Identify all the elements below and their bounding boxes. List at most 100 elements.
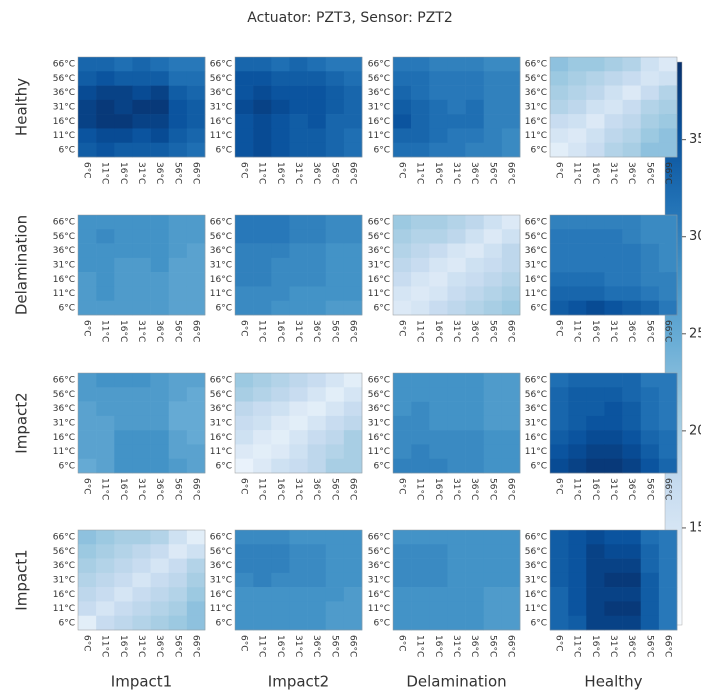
heatmap-cell xyxy=(343,587,363,602)
heatmap-cell xyxy=(658,401,678,417)
heatmap-cell xyxy=(186,99,206,115)
heatmap-cell xyxy=(343,430,363,445)
y-tick-label: 31°C xyxy=(525,419,547,429)
heatmap-cell xyxy=(447,142,466,158)
colorbar-tick-label: 15 xyxy=(689,520,701,535)
x-tick-label: 11°C xyxy=(415,162,425,184)
heatmap-cell xyxy=(289,373,308,388)
heatmap-cell xyxy=(586,57,605,72)
colorbar-tick-label: 30 xyxy=(689,229,701,244)
heatmap-cell xyxy=(186,243,206,259)
heatmap-cell xyxy=(604,114,623,129)
heatmap-cell xyxy=(307,257,327,273)
x-tick-label: 16°C xyxy=(118,162,128,184)
heatmap-cell xyxy=(465,71,485,86)
heatmap-cell xyxy=(501,415,521,431)
heatmap-cell xyxy=(289,587,308,602)
heatmap-cell xyxy=(186,430,206,445)
heatmap-cell xyxy=(429,71,448,86)
heatmap-cell xyxy=(307,415,327,431)
x-tick-label: 56°C xyxy=(329,162,339,184)
heatmap-cell xyxy=(78,286,97,302)
heatmap-cell xyxy=(604,444,623,460)
heatmap-cell xyxy=(78,57,97,72)
heatmap-cell xyxy=(393,114,412,129)
x-tick-label: 6°C xyxy=(239,162,249,179)
heatmap-cell xyxy=(429,601,448,617)
heatmap-cell xyxy=(501,300,521,316)
x-tick-label: 11°C xyxy=(415,635,425,657)
heatmap-cell xyxy=(550,128,569,144)
heatmap-cell xyxy=(78,71,97,86)
heatmap-cell xyxy=(393,373,412,388)
heatmap-cell xyxy=(343,71,363,86)
heatmap-cell xyxy=(550,387,569,402)
heatmap-cell xyxy=(132,430,151,445)
heatmap-cell xyxy=(622,530,642,545)
heatmap-cell xyxy=(235,71,254,86)
y-tick-label: 11°C xyxy=(210,289,232,299)
y-tick-label: 36°C xyxy=(525,404,547,414)
col-label: Healthy xyxy=(584,673,642,691)
x-tick-label: 36°C xyxy=(469,478,479,500)
y-tick-label: 11°C xyxy=(210,131,232,141)
heatmap-cell xyxy=(429,272,448,287)
heatmap-cell xyxy=(568,415,587,431)
heatmap-cell xyxy=(253,572,272,588)
heatmap-cell xyxy=(429,401,448,417)
y-tick-label: 6°C xyxy=(215,618,232,628)
heatmap-cell xyxy=(483,530,503,545)
heatmap-cell xyxy=(568,430,587,445)
heatmap-cell xyxy=(150,430,170,445)
heatmap-cell xyxy=(235,229,254,244)
heatmap-cell xyxy=(78,544,97,559)
x-tick-label: 31°C xyxy=(451,320,461,342)
heatmap-cell xyxy=(168,286,188,302)
heatmap-cell xyxy=(78,142,97,158)
heatmap-cell xyxy=(550,229,569,244)
heatmap-cell xyxy=(447,373,466,388)
heatmap-cell xyxy=(568,601,587,617)
y-tick-label: 36°C xyxy=(368,561,390,571)
heatmap-cell xyxy=(393,142,412,158)
heatmap-frame xyxy=(234,372,363,474)
heatmap-cell xyxy=(96,615,115,631)
heatmap-cell xyxy=(235,530,254,545)
heatmap-cell xyxy=(658,85,678,101)
heatmap-cell xyxy=(622,57,642,72)
heatmap-cell xyxy=(96,430,115,445)
heatmap-cell xyxy=(640,215,660,230)
y-tick-label: 31°C xyxy=(53,419,75,429)
heatmap-cell xyxy=(586,387,605,402)
heatmap-cell xyxy=(132,71,151,86)
y-tick-label: 16°C xyxy=(368,117,390,127)
heatmap-cell xyxy=(168,387,188,402)
heatmap-cell xyxy=(186,401,206,417)
y-tick-label: 16°C xyxy=(525,117,547,127)
x-tick-label: 36°C xyxy=(626,162,636,184)
heatmap-cell xyxy=(343,142,363,158)
x-tick-label: 56°C xyxy=(329,478,339,500)
heatmap-cell xyxy=(186,587,206,602)
heatmap-cell xyxy=(483,300,503,316)
y-tick-label: 56°C xyxy=(53,390,75,400)
heatmap-cell xyxy=(658,415,678,431)
heatmap-cell xyxy=(253,458,272,474)
heatmap-cell xyxy=(465,401,485,417)
heatmap-cell xyxy=(78,572,97,588)
heatmap-cell xyxy=(393,544,412,559)
heatmap-cell xyxy=(411,458,430,474)
y-tick-label: 16°C xyxy=(210,117,232,127)
heatmap-frame xyxy=(549,214,678,316)
heatmap-cell xyxy=(289,257,308,273)
heatmap-cell xyxy=(447,401,466,417)
y-tick-label: 16°C xyxy=(525,590,547,600)
x-tick-label: 31°C xyxy=(136,478,146,500)
heatmap-cell xyxy=(550,415,569,431)
x-tick-label: 31°C xyxy=(608,162,618,184)
y-tick-label: 11°C xyxy=(53,447,75,457)
heatmap-cell xyxy=(343,215,363,230)
heatmap-cell xyxy=(393,401,412,417)
heatmap-cell xyxy=(150,128,170,144)
heatmap-cell xyxy=(501,215,521,230)
